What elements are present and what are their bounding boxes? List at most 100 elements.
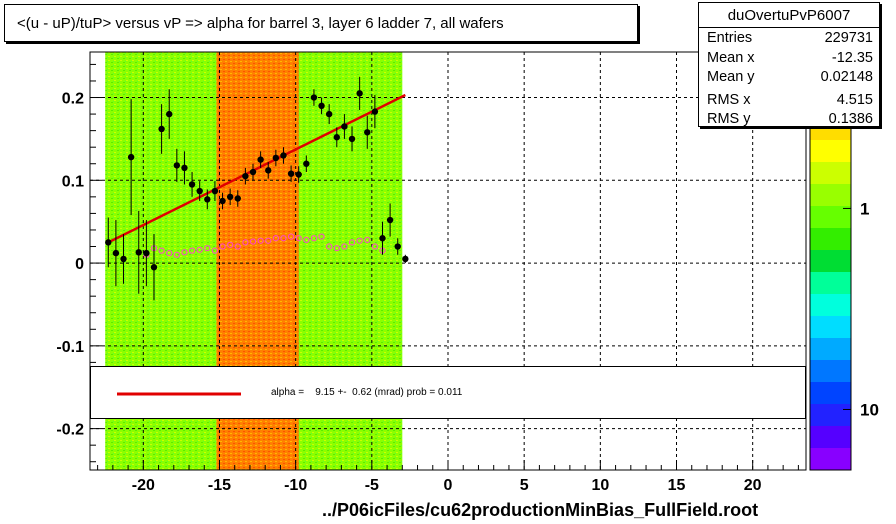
data-point [257, 156, 264, 163]
x-tick-label: 10 [591, 477, 609, 494]
data-point [211, 187, 219, 195]
colorbar-label: 1 [860, 199, 869, 218]
x-tick-label: -15 [208, 477, 231, 494]
data-point [249, 168, 257, 176]
open-point [310, 235, 318, 242]
data-point [166, 110, 173, 118]
stats-row-rms-x: RMS x 4.515 [707, 92, 873, 108]
legend-line-sample [117, 392, 241, 396]
y-tick-label: -0.1 [56, 339, 84, 356]
open-point [249, 238, 257, 245]
colorbar-swatch [810, 426, 851, 449]
stats-label: Mean y [707, 69, 755, 85]
fit-legend: alpha = 9.15 +- 0.62 (mrad) prob = 0.011 [90, 366, 806, 419]
data-point [310, 94, 318, 101]
x-tick-label: 0 [444, 477, 453, 494]
open-point [211, 247, 219, 254]
data-point [379, 235, 386, 242]
data-point [127, 153, 135, 161]
data-point [348, 135, 356, 143]
data-point [364, 129, 371, 136]
stats-name: duOvertuPvP6007 [727, 7, 851, 24]
data-point [105, 239, 112, 246]
stats-value: 229731 [824, 30, 873, 46]
fit-line-segment [107, 93, 406, 244]
open-point [219, 243, 226, 250]
open-point [303, 236, 310, 243]
stats-label: Mean x [707, 50, 755, 66]
open-point [196, 246, 203, 253]
data-point [371, 108, 379, 115]
fit-line [107, 93, 406, 244]
data-point [356, 90, 363, 97]
stats-divider [699, 27, 879, 28]
footer-filename: ../P06icFiles/cu62productionMinBias_Full… [322, 500, 759, 520]
legend-text: alpha = 9.15 +- 0.62 (mrad) prob = 0.011 [271, 387, 463, 398]
open-point [348, 239, 356, 246]
y-tick-label: 0.2 [62, 91, 84, 108]
x-tick-label: -5 [365, 477, 379, 494]
stats-value: 0.1386 [828, 111, 873, 127]
colorbar-swatch [810, 272, 851, 295]
open-point [257, 237, 264, 244]
open-point [234, 243, 241, 250]
data-point [135, 249, 142, 256]
data-point [226, 193, 234, 201]
stats-value: 4.515 [836, 92, 873, 108]
colorbar-swatch [810, 294, 851, 317]
open-point [364, 236, 371, 243]
data-point [333, 134, 340, 141]
open-point [242, 239, 249, 246]
data-point [394, 243, 401, 250]
data-point [303, 160, 310, 167]
data-point [265, 167, 272, 174]
data-point [242, 172, 249, 180]
x-tick-label: 20 [744, 477, 762, 494]
data-point [112, 249, 120, 257]
stats-label: RMS y [707, 111, 751, 127]
open-point [158, 247, 165, 254]
data-point [386, 216, 394, 224]
open-point [166, 250, 173, 257]
stats-label: Entries [707, 30, 753, 46]
colorbar-label: 10 [860, 400, 879, 419]
colorbar-swatch [810, 360, 851, 383]
open-point [227, 241, 234, 248]
open-point [280, 235, 287, 242]
data-point [219, 197, 226, 205]
stats-row-entries: Entries 229731 [707, 30, 873, 46]
open-point [204, 245, 211, 252]
colorbar-swatch [810, 338, 851, 361]
x-tick-label: 15 [668, 477, 686, 494]
x-tick-label: -10 [284, 477, 307, 494]
y-tick-label: -0.2 [56, 422, 84, 439]
stats-box: duOvertuPvP6007 Entries 229731 Mean x -1… [698, 2, 880, 127]
open-point [341, 243, 348, 250]
colorbar-swatch [810, 184, 851, 207]
data-point [196, 187, 203, 195]
open-point [265, 237, 272, 244]
open-point [287, 233, 295, 240]
colorbar-swatch [810, 316, 851, 339]
colorbar-swatch [810, 206, 851, 229]
open-point [371, 243, 378, 250]
open-point [333, 245, 340, 252]
data-point [234, 195, 241, 202]
data-point [280, 152, 287, 159]
open-point [356, 237, 363, 244]
data-point [272, 154, 280, 162]
data-point [173, 162, 181, 169]
data-point [325, 110, 333, 118]
data-point [341, 123, 348, 130]
stats-row-mean-y: Mean y 0.02148 [707, 69, 873, 85]
colorbar-swatch [810, 382, 851, 405]
open-point [173, 251, 180, 258]
colorbar-swatch [810, 250, 851, 273]
data-point [318, 102, 325, 110]
open-point [318, 233, 325, 240]
title-box: <(u - uP)/tuP> versus vP => alpha for ba… [4, 4, 638, 42]
data-point [287, 170, 295, 177]
data-point [150, 264, 158, 271]
data-point [188, 181, 196, 188]
data-point [158, 125, 165, 133]
